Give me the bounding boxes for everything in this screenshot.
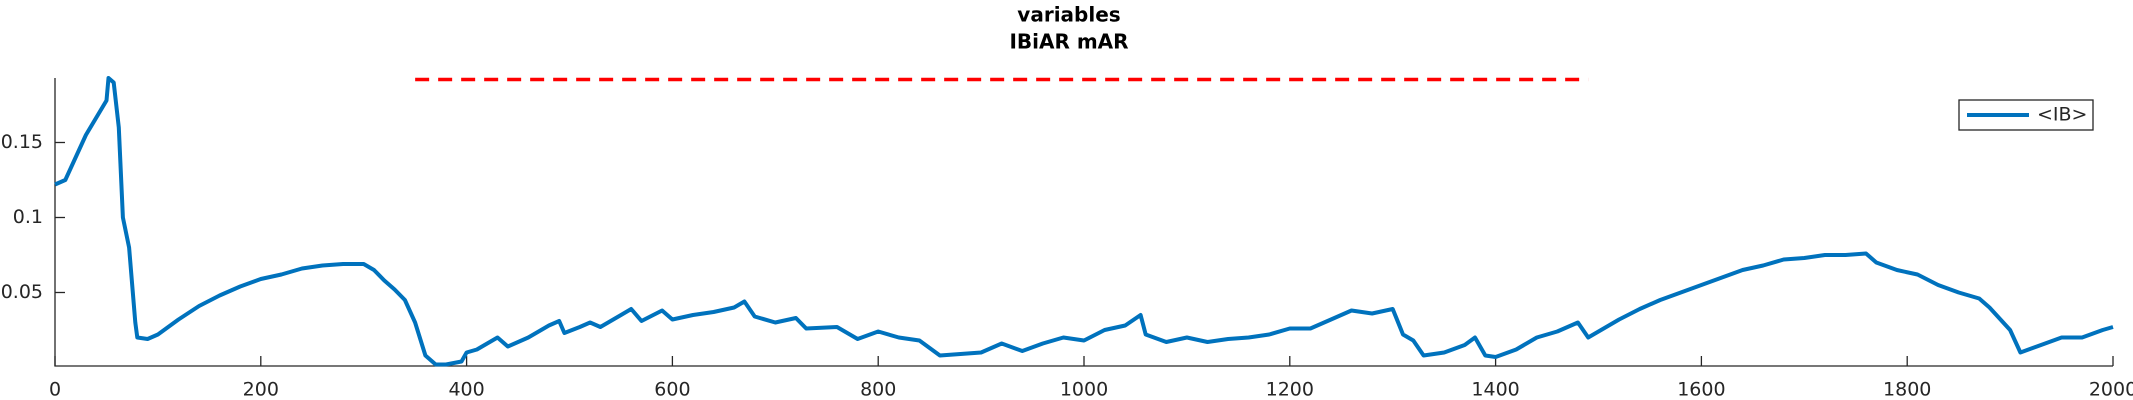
y-tick-label: 0.15 bbox=[1, 131, 43, 153]
y-tick-label: 0.05 bbox=[1, 281, 43, 303]
x-tick-label: 0 bbox=[49, 379, 61, 400]
x-tick-label: 400 bbox=[448, 379, 484, 400]
x-tick-label: 1200 bbox=[1266, 379, 1314, 400]
chart-subtitle: IBiAR mAR bbox=[1009, 30, 1128, 54]
x-tick-label: 600 bbox=[654, 379, 690, 400]
x-tick-label: 800 bbox=[860, 379, 896, 400]
legend-label: <IB> bbox=[2037, 104, 2087, 126]
y-tick-label: 0.1 bbox=[13, 206, 43, 228]
x-tick-label: 1400 bbox=[1471, 379, 1519, 400]
chart-title: variables bbox=[1017, 3, 1120, 27]
data-line bbox=[54, 76, 2114, 367]
x-tick-label: 1800 bbox=[1883, 379, 1931, 400]
x-tick-label: 200 bbox=[243, 379, 279, 400]
x-tick-label: 2000 bbox=[2089, 379, 2133, 400]
x-tick-label: 1000 bbox=[1060, 379, 1108, 400]
x-tick-label: 1600 bbox=[1677, 379, 1725, 400]
axis-lines bbox=[54, 78, 2113, 367]
